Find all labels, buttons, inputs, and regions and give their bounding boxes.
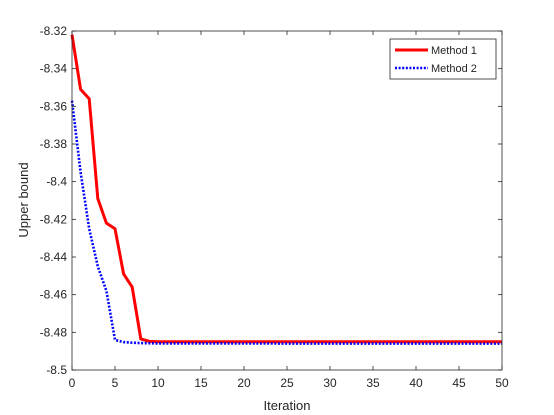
plot-area xyxy=(72,31,502,370)
x-axis: 0 5 10 15 20 25 30 35 40 45 50 xyxy=(69,31,509,390)
x-tick-label: 25 xyxy=(280,376,294,390)
y-tick-label: -8.44 xyxy=(40,250,68,264)
y-tick-label: -8.46 xyxy=(40,288,68,302)
x-tick-label: 15 xyxy=(194,376,208,390)
series-line-1 xyxy=(70,34,502,344)
x-tick-label: 30 xyxy=(323,376,337,390)
x-axis-label: Iteration xyxy=(264,398,311,413)
x-tick-label: 20 xyxy=(237,376,251,390)
y-tick-label: -8.34 xyxy=(40,62,68,76)
x-tick-label: 0 xyxy=(69,376,76,390)
x-tick-label: 35 xyxy=(366,376,380,390)
y-tick-label: -8.4 xyxy=(46,175,67,189)
y-tick-label: -8.42 xyxy=(40,212,68,226)
x-tick-label: 50 xyxy=(495,376,509,390)
y-tick-label: -8.48 xyxy=(40,325,68,339)
y-tick-label: -8.5 xyxy=(46,363,67,377)
series-line-2 xyxy=(70,100,503,345)
series-layer xyxy=(70,34,503,345)
y-axis-label: Upper bound xyxy=(16,162,31,237)
legend-box xyxy=(389,38,497,80)
x-tick-label: 40 xyxy=(409,376,423,390)
x-tick-label: 5 xyxy=(112,376,119,390)
x-tick-label: 10 xyxy=(151,376,165,390)
legend: Method 1 Method 2 xyxy=(389,38,497,80)
legend-label-1: Method 1 xyxy=(431,45,477,57)
y-tick-label: -8.38 xyxy=(40,137,68,151)
legend-label-2: Method 2 xyxy=(431,63,477,75)
y-tick-label: -8.32 xyxy=(40,24,68,38)
y-axis: -8.32 -8.34 -8.36 -8.38 -8.4 -8.42 -8.44 -8.46 -… xyxy=(40,24,502,377)
x-tick-label: 45 xyxy=(452,376,466,390)
y-tick-label: -8.36 xyxy=(40,99,68,113)
